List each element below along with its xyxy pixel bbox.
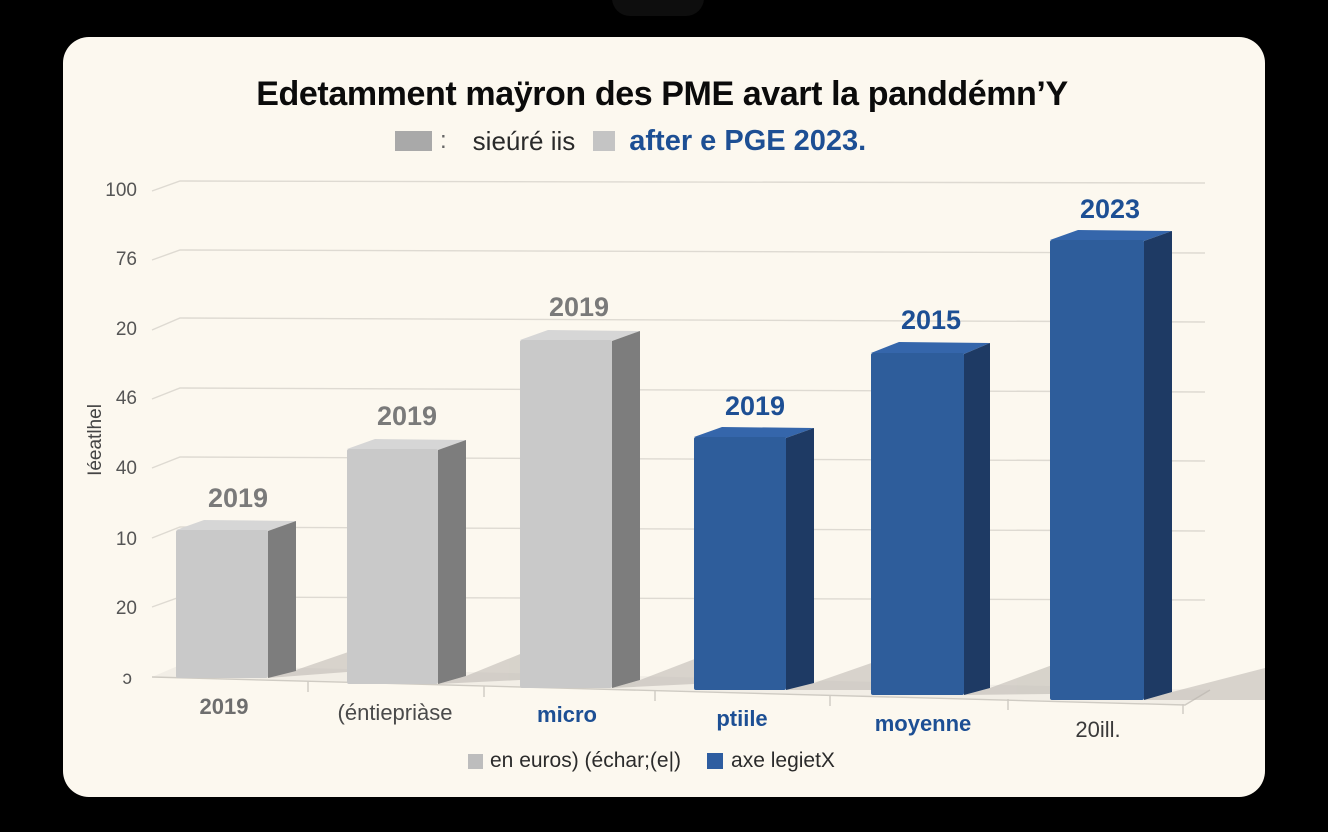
camera-notch: [612, 0, 704, 16]
gridlines: [151, 180, 1206, 608]
chart-title: Edetamment maÿron des PME avart la pandd…: [256, 75, 1068, 113]
legend-swatch-blue: [707, 753, 724, 769]
bar-value-label: 2019: [725, 391, 785, 421]
x-axis-ticks: [307, 681, 1184, 714]
bar-value-label: 2019: [208, 483, 268, 513]
chart-card: Edetamment maÿron des PME avart la pandd…: [63, 37, 1265, 797]
x-label: 2019: [200, 694, 249, 719]
chart-plot: 100 76 20 46 40 10 20 ɔ Iéeatlhel: [85, 180, 1265, 742]
legend-swatch-gray: [593, 131, 616, 151]
y-axis-label: Iéeatlhel: [85, 404, 106, 476]
legend-label-gray: en euros) (échar;(e|): [490, 749, 682, 772]
top-legend: : sieúré iis after e PGE 2023.: [395, 123, 866, 159]
legend-label-blue: axe legietX: [731, 749, 835, 772]
x-label: 20ill.: [1075, 717, 1120, 742]
legend-swatch-gray: [468, 753, 483, 769]
y-tick: 76: [116, 249, 137, 270]
bar[interactable]: [176, 520, 296, 678]
x-label: ptiile: [716, 706, 767, 731]
bar-shadows: [268, 648, 1265, 700]
legend-colon: :: [440, 127, 447, 154]
y-tick: 100: [105, 180, 137, 201]
y-axis-ticks: 100 76 20 46 40 10 20 ɔ: [105, 180, 137, 689]
bar[interactable]: [871, 342, 990, 695]
x-label: micro: [537, 702, 597, 727]
x-label: moyenne: [875, 711, 972, 736]
bar-value-labels: 2019 2019 2019 2019 2015 2023: [208, 194, 1140, 513]
y-tick: 10: [116, 529, 137, 550]
y-tick: 20: [116, 598, 137, 619]
x-axis-labels: 2019 (éntiepriàse micro ptiile moyenne 2…: [200, 694, 1121, 742]
legend-label-gray: sieúré iis: [472, 125, 576, 156]
bottom-legend: en euros) (échar;(e|) axe legietX: [468, 749, 835, 773]
y-tick: 46: [116, 388, 137, 409]
bar[interactable]: [347, 439, 466, 684]
bar-value-label: 2015: [901, 305, 961, 335]
legend-label-blue: after e PGE 2023.: [629, 124, 867, 157]
bar-value-label: 2019: [549, 292, 609, 322]
x-label: (éntiepriàse: [338, 700, 453, 725]
bar-value-label: 2019: [377, 401, 437, 431]
legend-swatch-gray-dark: [395, 131, 432, 151]
bar[interactable]: [694, 427, 814, 690]
bar-value-label: 2023: [1080, 194, 1140, 224]
y-tick: ɔ: [123, 668, 133, 689]
bar[interactable]: [1050, 230, 1172, 700]
y-tick: 20: [116, 319, 137, 340]
y-tick: 40: [116, 458, 137, 479]
bar[interactable]: [520, 330, 640, 688]
